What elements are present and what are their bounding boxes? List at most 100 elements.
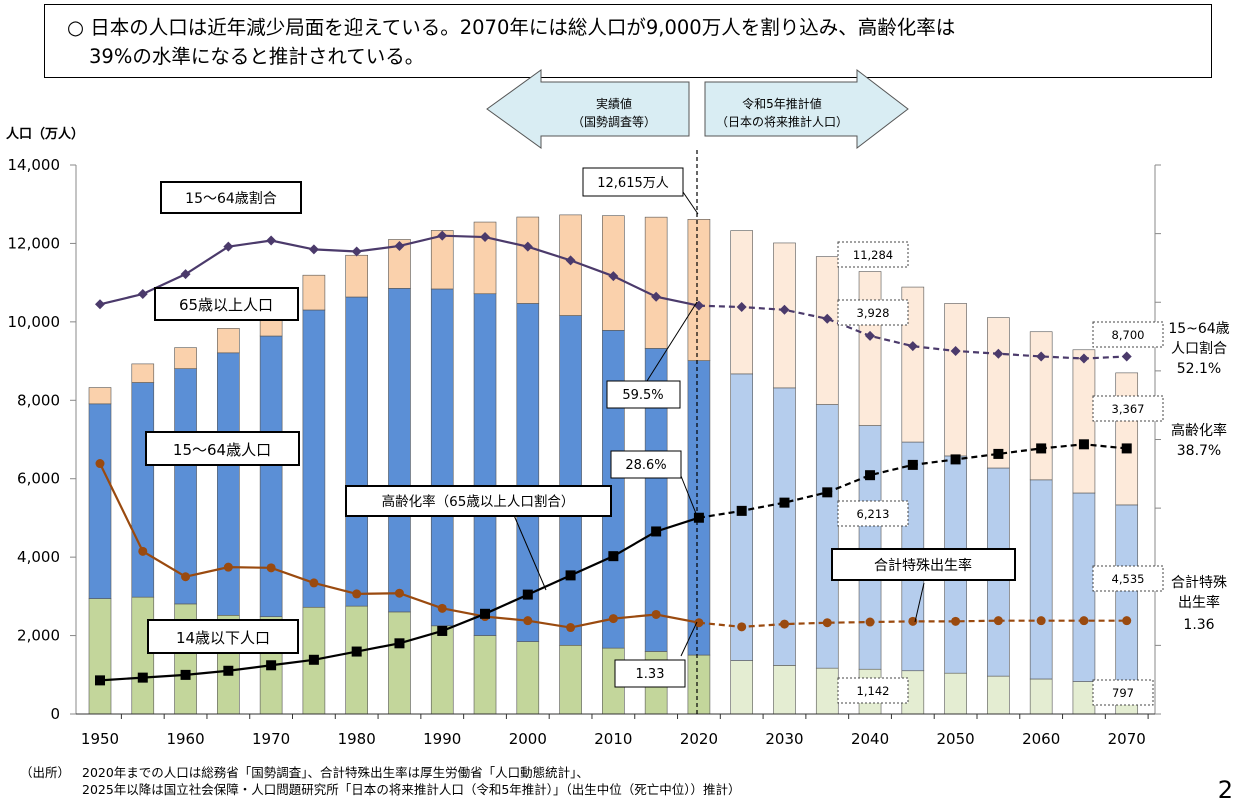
- working-series-label: 15～64歳人口: [173, 441, 271, 459]
- right-fertility-line3: 1.36: [1183, 617, 1214, 633]
- fertility-point-2030: [779, 619, 789, 629]
- right-side-labels: 15~64歳 人口割合 52.1% 高齢化率 38.7% 合計特殊 出生率 1.…: [1168, 321, 1229, 633]
- bar-elderly-2030: [773, 242, 796, 389]
- x-tick-label: 2060: [1022, 730, 1060, 748]
- bar-child-1980: [345, 605, 368, 715]
- working-ratio-point-1980: [351, 246, 362, 257]
- lines-group: [95, 230, 1132, 686]
- footer-line-1: （出所） 2020年までの人口は総務省「国勢調査」、合計特殊出生率は厚生労働省「人…: [20, 764, 589, 781]
- bar-working-1975: [302, 309, 326, 608]
- headline-line-2: 39%の水準になると推計されている。: [89, 45, 425, 68]
- bar-working-2005: [559, 315, 582, 646]
- elderly-2070-value: 3,367: [1112, 402, 1145, 416]
- aging-point-1985: [394, 638, 405, 649]
- leader-lines: [512, 191, 925, 657]
- fertility-point-1950: [95, 459, 105, 469]
- aging-point-2005: [565, 570, 576, 581]
- headline-line-1: ○ 日本の人口は近年減少局面を迎えている。2070年には総人口が9,000万人を…: [67, 16, 956, 39]
- fertility-point-1980: [352, 589, 362, 599]
- bar-elderly-1960: [174, 347, 197, 369]
- bar-child-2050: [944, 672, 967, 715]
- bar-elderly-2035: [815, 256, 839, 405]
- y-tick-label: 12,000: [8, 234, 61, 252]
- bar-elderly-1980: [345, 254, 368, 298]
- fertility-point-2040: [865, 617, 875, 627]
- bar-child-1995: [473, 635, 497, 715]
- working-ratio-point-1965: [223, 241, 234, 252]
- aging-point-1980: [351, 646, 362, 657]
- aging-series-label: 高齢化率（65歳以上人口割合）: [382, 493, 575, 510]
- bar-working-2040: [858, 425, 882, 670]
- bar-working-1950: [88, 403, 112, 599]
- x-tick-label: 2040: [851, 730, 889, 748]
- y-tick-label: 14,000: [8, 156, 61, 174]
- bar-child-2020: [687, 654, 711, 715]
- child-2040-value: 1,142: [857, 684, 890, 698]
- working-ratio-point-2070: [1121, 351, 1132, 362]
- fertility-point-2015: [651, 609, 661, 619]
- working-ratio-point-1970: [266, 235, 277, 246]
- aging-point-1950: [95, 675, 105, 686]
- aging-point-2010: [608, 551, 619, 562]
- bar-working-1970: [259, 335, 283, 617]
- bar-elderly-2000: [516, 216, 540, 304]
- actual-arrow: 実績値 （国勢調査等）: [486, 69, 690, 149]
- bar-elderly-1950: [88, 387, 112, 405]
- right-ratio-line1: 15~64歳: [1168, 321, 1229, 337]
- total-2040-value: 11,284: [853, 248, 893, 262]
- bar-child-1985: [388, 611, 411, 715]
- bar-working-1960: [174, 368, 197, 605]
- bar-elderly-2040: [858, 271, 882, 426]
- working-2070-value: 4,535: [1112, 572, 1145, 586]
- x-tick-label: 1970: [252, 730, 290, 748]
- bar-working-1995: [473, 293, 497, 636]
- elderly-series-label: 65歳以上人口: [179, 296, 273, 314]
- working-ratio-point-1990: [437, 230, 448, 241]
- fertility-point-2020: [694, 618, 704, 628]
- y-tick-label: 4,000: [17, 548, 60, 566]
- working-ratio-point-2025: [736, 302, 747, 313]
- y-tick-label: 0: [50, 705, 60, 723]
- bar-working-2065: [1072, 492, 1096, 682]
- aging-point-2015: [651, 526, 662, 537]
- working-ratio-point-2045: [907, 341, 918, 352]
- bar-elderly-2045: [901, 286, 925, 443]
- bar-child-1950: [88, 598, 112, 715]
- working-ratio-point-2050: [950, 345, 961, 356]
- x-tick-label: 1960: [166, 730, 204, 748]
- fertility-point-1960: [181, 572, 191, 582]
- x-tick-label: 2070: [1108, 730, 1146, 748]
- fertility-point-2065: [1079, 616, 1089, 626]
- x-tick-label: 2000: [509, 730, 547, 748]
- working-ratio-point-2030: [779, 304, 790, 315]
- fertility-point-2005: [566, 623, 576, 633]
- bar-child-2055: [987, 675, 1010, 715]
- bar-elderly-1985: [388, 239, 411, 289]
- working-ratio-point-2060: [1036, 351, 1047, 362]
- working-ratio-point-1975: [308, 244, 319, 255]
- aging-point-1965: [223, 665, 234, 676]
- fertility-point-2070: [1122, 616, 1132, 626]
- working-2040-value: 6,213: [857, 507, 890, 521]
- bar-working-2070: [1115, 504, 1139, 684]
- right-ratio-line2: 人口割合: [1171, 340, 1227, 357]
- working-ratio-point-2040: [865, 330, 876, 341]
- fertility-point-2060: [1036, 616, 1046, 626]
- bar-working-1990: [430, 288, 454, 627]
- actual-arrow-line1: 実績値: [596, 96, 632, 111]
- bar-working-2020: [687, 360, 711, 656]
- x-tick-label: 2030: [765, 730, 803, 748]
- bar-working-1980: [345, 296, 368, 607]
- x-axis-ticks: 1950 1960 1970 1980 1990 2000 2010 2020 2030 2040…: [81, 714, 1149, 748]
- working-ratio-point-2065: [1078, 353, 1089, 364]
- x-tick-label: 1950: [81, 730, 119, 748]
- bar-elderly-2050: [944, 303, 967, 457]
- aging-point-1995: [480, 608, 491, 619]
- aging-point-1970: [266, 660, 277, 671]
- working-ratio-point-2055: [993, 348, 1004, 359]
- aging-point-2040: [865, 470, 876, 481]
- bar-elderly-1990: [430, 230, 454, 290]
- right-aging-line1: 高齢化率: [1171, 422, 1227, 439]
- right-fertility-line2: 出生率: [1178, 594, 1220, 611]
- working-ratio-point-2010: [608, 271, 619, 282]
